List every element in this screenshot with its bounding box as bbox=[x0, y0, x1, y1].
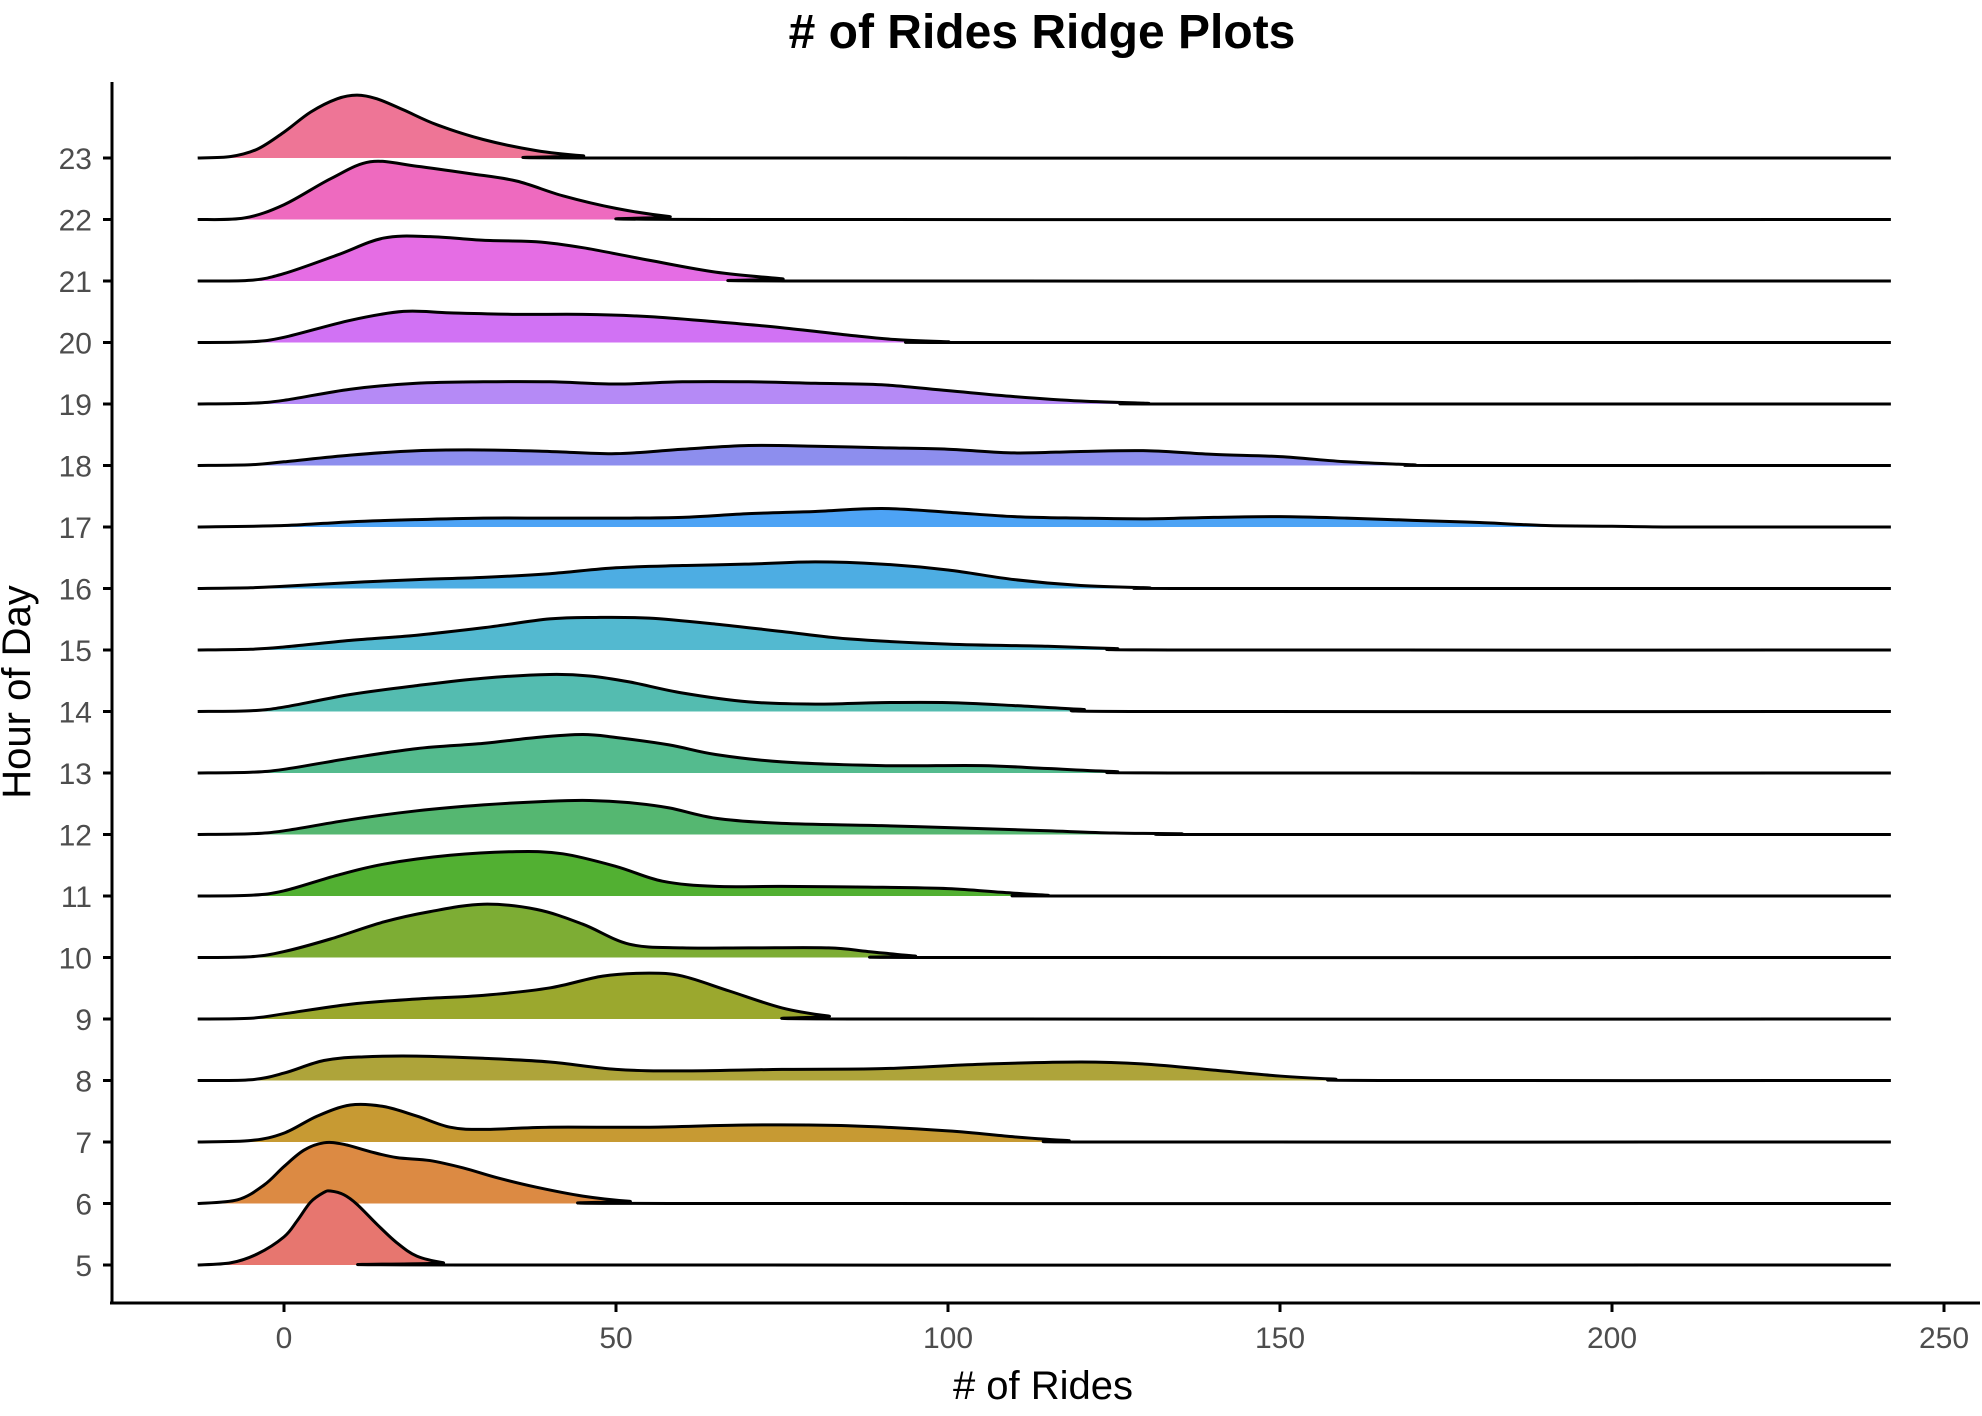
y-tick-label-5: 5 bbox=[75, 1250, 92, 1283]
x-tick-label-200: 200 bbox=[1587, 1322, 1637, 1355]
ridge-hour-22 bbox=[197, 159, 1891, 222]
ridge-fill-hour-21 bbox=[197, 236, 1891, 282]
y-ticks: 5 6 7 8 9 10 11 12 13 14 15 16 17 18 19 20 21 22 23 bbox=[59, 143, 112, 1283]
ridge-fill-hour-23 bbox=[197, 95, 1891, 159]
ridge-outline-hour-21 bbox=[197, 234, 1891, 283]
y-tick-label-11: 11 bbox=[61, 881, 92, 914]
y-axis: 5 6 7 8 9 10 11 12 13 14 15 16 17 18 19 20 21 22 23 bbox=[59, 82, 114, 1303]
y-axis-label: Hour of Day bbox=[0, 585, 39, 798]
ridge-fill-hour-15 bbox=[197, 617, 1891, 651]
x-tick-label-50: 50 bbox=[599, 1322, 632, 1355]
ridge-fill-hour-9 bbox=[197, 973, 1891, 1020]
ridge-outline-hour-5 bbox=[197, 1189, 1891, 1267]
y-tick-label-17: 17 bbox=[59, 512, 92, 545]
ridge-hour-19 bbox=[197, 380, 1891, 406]
ridge-fill-hour-18 bbox=[197, 445, 1891, 466]
ridge-outline-hour-11 bbox=[197, 849, 1891, 898]
y-tick-label-10: 10 bbox=[59, 943, 92, 976]
ridge-fill-hour-13 bbox=[197, 734, 1891, 774]
y-tick-label-15: 15 bbox=[59, 635, 92, 668]
ridge-fill-hour-8 bbox=[197, 1055, 1891, 1081]
y-tick-label-12: 12 bbox=[59, 820, 92, 853]
ridge-fill-hour-16 bbox=[197, 561, 1891, 589]
y-tick-label-13: 13 bbox=[59, 758, 92, 791]
ridge-hour-16 bbox=[197, 560, 1891, 591]
ridge-hour-21 bbox=[197, 234, 1891, 283]
ridge-hour-13 bbox=[197, 733, 1891, 775]
ridge-fill-hour-6 bbox=[197, 1142, 1891, 1204]
y-tick-label-22: 22 bbox=[59, 205, 92, 238]
y-tick-label-20: 20 bbox=[59, 328, 92, 361]
ridge-hour-20 bbox=[197, 309, 1891, 345]
y-tick-label-6: 6 bbox=[75, 1189, 92, 1222]
y-tick-label-18: 18 bbox=[59, 451, 92, 484]
y-tick-label-9: 9 bbox=[75, 1004, 92, 1037]
ridge-outline-hour-22 bbox=[197, 159, 1891, 222]
y-tick-label-21: 21 bbox=[59, 266, 92, 299]
y-tick-label-19: 19 bbox=[59, 389, 92, 422]
ridge-hour-9 bbox=[197, 971, 1891, 1021]
ridge-outline-hour-13 bbox=[197, 733, 1891, 775]
ridge-outline-hour-9 bbox=[197, 971, 1891, 1021]
ridge-fill-hour-19 bbox=[197, 381, 1891, 405]
x-tick-label-100: 100 bbox=[923, 1322, 973, 1355]
chart-title: # of Rides Ridge Plots bbox=[789, 6, 1296, 59]
ridge-hour-18 bbox=[197, 443, 1891, 468]
ridge-fill-hour-12 bbox=[197, 800, 1891, 835]
ridges-group bbox=[197, 93, 1891, 1267]
ridge-hour-7 bbox=[197, 1102, 1891, 1144]
ridge-hour-10 bbox=[197, 902, 1891, 960]
ridge-fill-hour-11 bbox=[197, 851, 1891, 897]
ridge-hour-12 bbox=[197, 798, 1891, 837]
ridge-hour-8 bbox=[197, 1054, 1891, 1083]
x-axis-label: # of Rides bbox=[953, 1364, 1133, 1408]
ridge-fill-hour-22 bbox=[197, 161, 1891, 220]
ridge-hour-6 bbox=[197, 1140, 1891, 1206]
ridge-outline-hour-20 bbox=[197, 309, 1891, 345]
ridge-outline-hour-10 bbox=[197, 902, 1891, 960]
ridge-fill-hour-10 bbox=[197, 904, 1891, 958]
ridge-hour-5 bbox=[197, 1189, 1891, 1267]
y-tick-label-16: 16 bbox=[59, 574, 92, 607]
ridge-outline-hour-16 bbox=[197, 560, 1891, 591]
ridge-hour-11 bbox=[197, 849, 1891, 898]
x-tick-label-0: 0 bbox=[276, 1322, 293, 1355]
ridge-outline-hour-12 bbox=[197, 798, 1891, 837]
ridge-hour-15 bbox=[197, 615, 1891, 652]
ridge-outline-hour-18 bbox=[197, 443, 1891, 468]
ridge-outline-hour-17 bbox=[197, 506, 1891, 529]
ridge-fill-hour-5 bbox=[197, 1190, 1891, 1266]
ridge-hour-23 bbox=[197, 93, 1891, 160]
x-tick-label-150: 150 bbox=[1255, 1322, 1305, 1355]
y-tick-label-14: 14 bbox=[59, 697, 92, 730]
ridge-hour-14 bbox=[197, 672, 1891, 714]
y-tick-label-8: 8 bbox=[75, 1066, 92, 1099]
ridge-outline-hour-23 bbox=[197, 93, 1891, 160]
x-tick-label-250: 250 bbox=[1919, 1322, 1969, 1355]
ridge-outline-hour-19 bbox=[197, 380, 1891, 406]
ridge-fill-hour-20 bbox=[197, 311, 1891, 343]
y-tick-label-23: 23 bbox=[59, 143, 92, 176]
x-axis: 0 50 100 150 200 250 bbox=[110, 1301, 1980, 1355]
ridge-outline-hour-14 bbox=[197, 672, 1891, 714]
ridge-fill-hour-7 bbox=[197, 1104, 1891, 1143]
x-ticks: 0 50 100 150 200 250 bbox=[276, 1303, 1969, 1355]
ridge-outline-hour-6 bbox=[197, 1140, 1891, 1206]
ridge-fill-hour-14 bbox=[197, 674, 1891, 712]
ridge-outline-hour-15 bbox=[197, 615, 1891, 652]
y-tick-label-7: 7 bbox=[75, 1127, 92, 1160]
ridge-hour-17 bbox=[197, 506, 1891, 529]
ridge-outline-hour-7 bbox=[197, 1102, 1891, 1144]
ridge-outline-hour-8 bbox=[197, 1054, 1891, 1083]
